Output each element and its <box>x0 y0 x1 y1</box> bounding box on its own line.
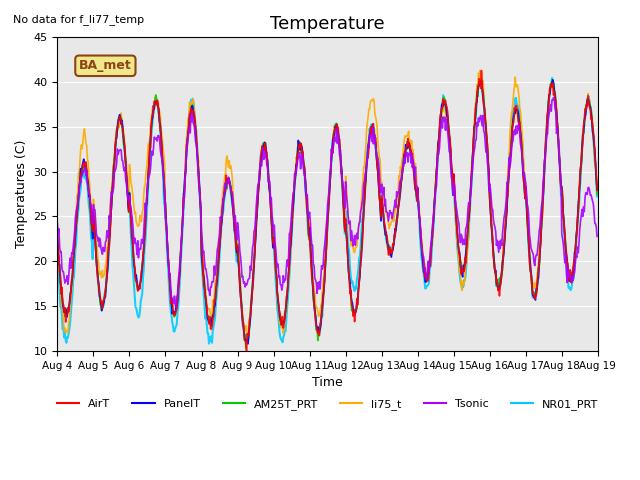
Y-axis label: Temperatures (C): Temperatures (C) <box>15 140 28 248</box>
Legend: AirT, PanelT, AM25T_PRT, li75_t, Tsonic, NR01_PRT: AirT, PanelT, AM25T_PRT, li75_t, Tsonic,… <box>52 395 603 414</box>
Title: Temperature: Temperature <box>270 15 385 33</box>
Text: BA_met: BA_met <box>79 59 132 72</box>
X-axis label: Time: Time <box>312 376 343 389</box>
Text: No data for f_li77_temp: No data for f_li77_temp <box>13 14 144 25</box>
